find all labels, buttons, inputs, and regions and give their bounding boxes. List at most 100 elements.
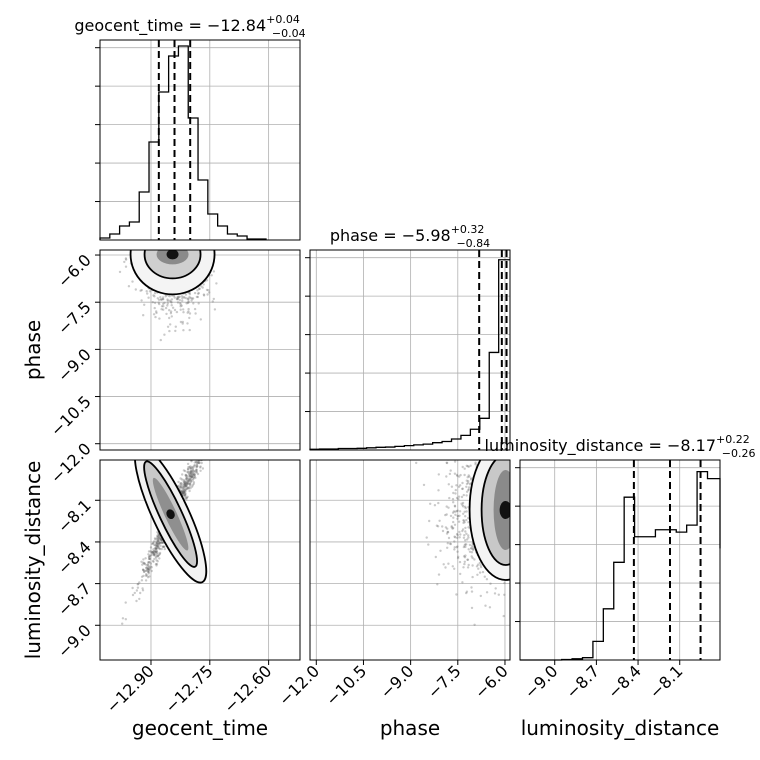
sample-point <box>483 455 485 457</box>
sample-point <box>156 537 159 540</box>
sample-point <box>438 519 441 522</box>
sample-point <box>466 566 470 569</box>
sample-point <box>198 452 200 454</box>
sample-point <box>165 312 168 316</box>
sample-point <box>168 295 171 298</box>
sample-point <box>147 296 150 299</box>
sample-point <box>181 492 185 495</box>
sample-point <box>184 496 187 499</box>
sample-point <box>141 563 144 566</box>
sample-point <box>453 535 456 538</box>
sample-point <box>446 542 449 545</box>
sample-point <box>184 492 187 496</box>
sample-point <box>204 441 206 443</box>
sample-point <box>454 510 457 513</box>
sample-point <box>181 492 185 495</box>
sample-point <box>150 553 153 557</box>
sample-point <box>181 490 184 494</box>
sample-point <box>189 480 193 483</box>
sample-point <box>186 486 189 489</box>
sample-point <box>188 475 191 478</box>
phase-ytick-label-2: −9.0 <box>54 345 95 386</box>
sample-point <box>447 536 451 540</box>
sample-point <box>156 544 159 547</box>
sample-point <box>182 491 185 495</box>
sample-point <box>212 270 216 273</box>
sample-point <box>199 466 202 469</box>
sample-point <box>196 289 199 292</box>
sample-point <box>213 308 217 311</box>
luminosity_distance-vs-geocent_time-contours <box>134 460 208 584</box>
sample-point <box>458 510 462 513</box>
sample-point <box>457 520 461 523</box>
sample-point <box>177 296 180 299</box>
sample-point <box>159 338 162 342</box>
histogram-geocent-time <box>95 39 301 241</box>
sample-point <box>154 550 158 554</box>
sample-point <box>474 463 477 466</box>
sample-point <box>185 297 188 300</box>
sample-point <box>143 562 146 565</box>
sample-point <box>147 570 150 574</box>
sample-point <box>471 575 474 579</box>
sample-point <box>511 534 513 536</box>
sample-point <box>444 526 448 529</box>
sample-point <box>169 310 173 313</box>
sample-point <box>177 484 180 488</box>
sample-point <box>199 452 201 454</box>
sample-point <box>157 542 161 546</box>
sample-point <box>148 561 151 564</box>
phase-xtick-label-2: −9.0 <box>377 661 418 702</box>
luminosity_distance-xtick-label-2: −8.4 <box>604 661 645 702</box>
sample-point <box>139 289 142 292</box>
sample-point <box>466 465 469 468</box>
sample-point <box>152 548 155 551</box>
sample-point <box>452 491 455 495</box>
phase-grid <box>310 250 510 450</box>
sample-point <box>187 479 190 483</box>
sample-point <box>439 549 442 552</box>
sample-point <box>156 297 159 300</box>
sample-point <box>461 481 464 485</box>
sample-point <box>471 556 474 560</box>
sample-point <box>446 546 449 549</box>
sample-point <box>191 470 195 473</box>
sample-point <box>474 461 477 464</box>
sample-point <box>210 274 213 277</box>
sample-point <box>189 482 192 485</box>
sample-point <box>467 563 470 567</box>
sample-point <box>146 576 150 579</box>
sample-point <box>494 587 497 590</box>
sample-point <box>188 472 191 476</box>
geocent_time-frame <box>99 39 301 241</box>
sample-point <box>185 482 188 486</box>
sample-point <box>189 473 192 477</box>
sample-point <box>197 291 200 295</box>
sample-point <box>192 476 195 479</box>
sample-point <box>450 485 454 488</box>
sample-point <box>467 526 470 529</box>
sample-point <box>158 302 161 306</box>
sample-point <box>186 486 189 490</box>
sample-point <box>178 298 181 302</box>
sample-point <box>131 593 135 597</box>
sample-point <box>467 465 470 468</box>
sample-point <box>182 491 185 494</box>
sample-point <box>145 573 148 576</box>
sample-point <box>184 494 187 497</box>
sample-point <box>185 496 189 499</box>
sample-point <box>470 547 473 550</box>
y-axis-label-phase: phase <box>21 320 45 380</box>
sample-point <box>190 466 193 470</box>
geocent_time-xtick-label-2: −12.60 <box>220 661 275 716</box>
sample-point <box>181 491 184 494</box>
sample-point <box>467 474 470 477</box>
sample-point <box>182 478 185 482</box>
histogram-phase <box>305 249 511 451</box>
sample-point <box>461 528 465 531</box>
sample-point <box>147 553 150 556</box>
sample-point <box>463 467 466 470</box>
sample-point <box>153 292 157 295</box>
sample-point <box>145 563 148 567</box>
sample-point <box>470 477 473 480</box>
